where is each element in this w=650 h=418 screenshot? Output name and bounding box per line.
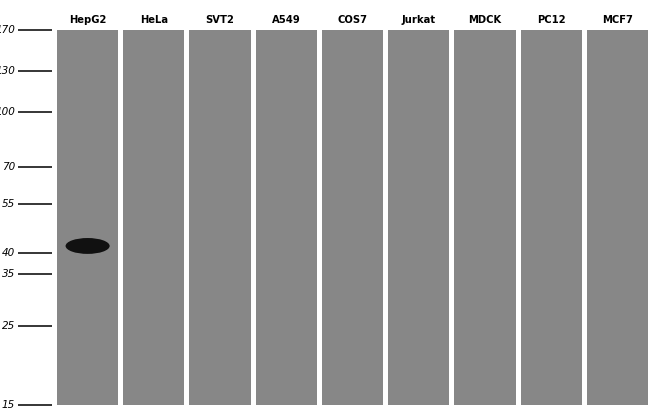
Bar [521,30,582,405]
Text: 55: 55 [2,199,15,209]
Text: 130: 130 [0,66,15,76]
Ellipse shape [66,238,110,254]
Text: SVT2: SVT2 [205,15,235,25]
Bar [57,30,118,405]
Bar [322,30,383,405]
Text: 170: 170 [0,25,15,35]
Bar [388,30,449,405]
Text: Jurkat: Jurkat [402,15,436,25]
Text: MCF7: MCF7 [602,15,633,25]
Text: HeLa: HeLa [140,15,168,25]
Text: 35: 35 [2,269,15,279]
Bar [255,30,317,405]
Text: 25: 25 [2,321,15,331]
Text: PC12: PC12 [537,15,566,25]
Text: HepG2: HepG2 [69,15,107,25]
Text: COS7: COS7 [337,15,367,25]
Bar [587,30,648,405]
Text: 40: 40 [2,248,15,258]
Text: A549: A549 [272,15,301,25]
Text: 70: 70 [2,162,15,172]
Text: 100: 100 [0,107,15,117]
Bar [124,30,185,405]
Bar [454,30,515,405]
Bar [189,30,251,405]
Text: 15: 15 [2,400,15,410]
Text: MDCK: MDCK [469,15,502,25]
